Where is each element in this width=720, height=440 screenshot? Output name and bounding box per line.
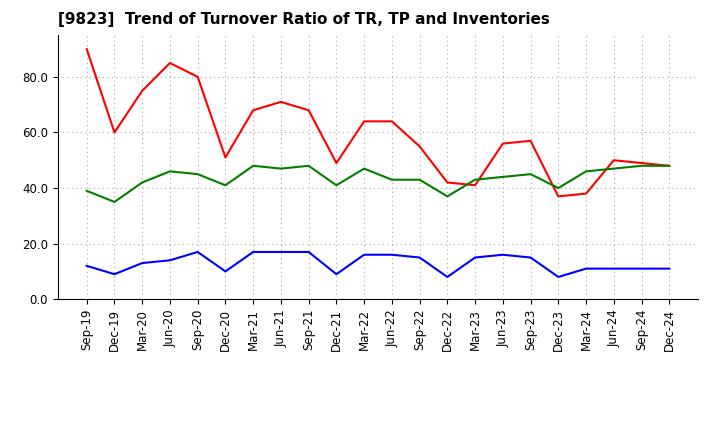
Trade Receivables — [471, 183, 480, 188]
Trade Receivables — [443, 180, 451, 185]
Trade Receivables — [305, 108, 313, 113]
Trade Payables — [498, 252, 507, 257]
Trade Receivables — [194, 74, 202, 80]
Trade Payables — [360, 252, 369, 257]
Inventories — [554, 185, 562, 191]
Inventories — [360, 166, 369, 171]
Trade Receivables — [249, 108, 258, 113]
Trade Receivables — [637, 161, 646, 166]
Inventories — [609, 166, 618, 171]
Trade Payables — [443, 274, 451, 279]
Trade Receivables — [332, 161, 341, 166]
Inventories — [249, 163, 258, 169]
Trade Receivables — [498, 141, 507, 146]
Trade Payables — [82, 263, 91, 268]
Inventories — [582, 169, 590, 174]
Inventories — [305, 163, 313, 169]
Trade Receivables — [387, 119, 396, 124]
Trade Receivables — [526, 138, 535, 143]
Trade Payables — [471, 255, 480, 260]
Trade Payables — [526, 255, 535, 260]
Trade Payables — [637, 266, 646, 271]
Trade Payables — [194, 249, 202, 255]
Trade Payables — [276, 249, 285, 255]
Trade Payables — [249, 249, 258, 255]
Trade Receivables — [138, 88, 147, 93]
Trade Payables — [138, 260, 147, 266]
Trade Receivables — [582, 191, 590, 196]
Trade Receivables — [609, 158, 618, 163]
Inventories — [637, 163, 646, 169]
Trade Receivables — [360, 119, 369, 124]
Trade Receivables — [221, 155, 230, 160]
Inventories — [415, 177, 424, 182]
Inventories — [138, 180, 147, 185]
Trade Payables — [665, 266, 674, 271]
Trade Payables — [582, 266, 590, 271]
Text: [9823]  Trend of Turnover Ratio of TR, TP and Inventories: [9823] Trend of Turnover Ratio of TR, TP… — [58, 12, 549, 27]
Trade Payables — [332, 271, 341, 277]
Inventories — [387, 177, 396, 182]
Inventories — [443, 194, 451, 199]
Trade Receivables — [110, 130, 119, 135]
Inventories — [471, 177, 480, 182]
Line: Trade Payables: Trade Payables — [86, 252, 670, 277]
Inventories — [82, 188, 91, 194]
Inventories — [665, 163, 674, 169]
Trade Receivables — [82, 47, 91, 52]
Inventories — [276, 166, 285, 171]
Inventories — [166, 169, 174, 174]
Trade Receivables — [665, 163, 674, 169]
Trade Payables — [554, 274, 562, 279]
Trade Payables — [221, 269, 230, 274]
Inventories — [221, 183, 230, 188]
Inventories — [526, 172, 535, 177]
Trade Payables — [305, 249, 313, 255]
Trade Payables — [110, 271, 119, 277]
Trade Receivables — [554, 194, 562, 199]
Line: Trade Receivables: Trade Receivables — [86, 49, 670, 196]
Trade Receivables — [415, 144, 424, 149]
Trade Payables — [609, 266, 618, 271]
Trade Payables — [387, 252, 396, 257]
Trade Receivables — [276, 99, 285, 105]
Inventories — [332, 183, 341, 188]
Trade Payables — [415, 255, 424, 260]
Inventories — [110, 199, 119, 205]
Inventories — [194, 172, 202, 177]
Line: Inventories: Inventories — [86, 166, 670, 202]
Trade Receivables — [166, 60, 174, 66]
Inventories — [498, 174, 507, 180]
Trade Payables — [166, 258, 174, 263]
